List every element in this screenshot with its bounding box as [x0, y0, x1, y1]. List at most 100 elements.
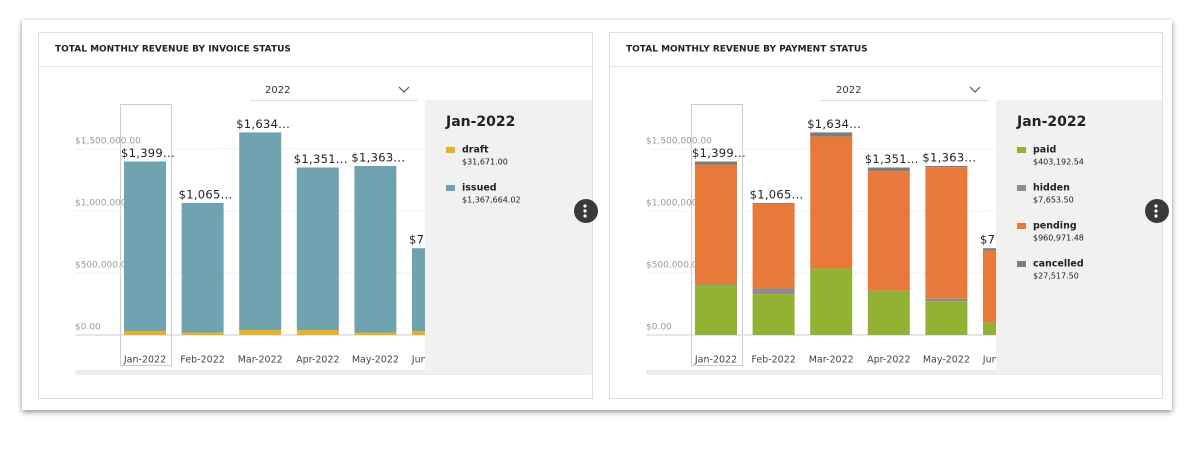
dropdown-box[interactable] — [821, 80, 989, 100]
legend-value: $960,971.48 — [1033, 234, 1084, 243]
total-label: $1,065... — [179, 187, 233, 201]
bar-segment — [925, 165, 968, 168]
bar-segment — [752, 294, 795, 335]
menu-button[interactable] — [574, 199, 598, 223]
tooltip-bg — [996, 100, 1162, 373]
menu-dot — [1154, 209, 1158, 213]
legend-value: $1,367,664.02 — [462, 196, 521, 205]
dropdown-value[interactable]: 2022 — [265, 85, 290, 96]
y-tick-label: $0.00 — [75, 323, 101, 333]
legend-name: draft — [462, 145, 489, 156]
total-label: $1,351... — [865, 152, 919, 166]
menu-dot — [583, 214, 587, 218]
legend-swatch — [1017, 223, 1026, 229]
menu-button[interactable] — [1145, 199, 1169, 223]
bar-segment — [239, 132, 282, 331]
bar-segment — [695, 161, 737, 165]
y-tick-label: $0.00 — [646, 323, 672, 333]
x-tick-label: Apr-2022 — [296, 355, 339, 366]
menu-dot — [1154, 214, 1158, 218]
bar-segment — [695, 284, 737, 286]
x-tick-label: Apr-2022 — [867, 355, 910, 366]
total-label: $1,065... — [750, 187, 804, 201]
x-tick-label: Mar-2022 — [809, 355, 854, 366]
bar-segment — [354, 165, 397, 333]
bar-segment — [354, 332, 397, 335]
total-label: $1,399... — [121, 146, 175, 160]
total-label: $1,634... — [807, 117, 861, 131]
tooltip-panel: Jan-2022 draft $31,671.00 issued $1,367,664.… — [425, 100, 592, 373]
legend-swatch — [1017, 147, 1026, 153]
y-tick-label: $500,000.00 — [646, 261, 704, 271]
tooltip-title: Jan-2022 — [1016, 114, 1086, 130]
total-label: $1,363... — [351, 150, 405, 164]
legend-name: pending — [1033, 221, 1077, 232]
legend-swatch — [1017, 261, 1026, 267]
menu-dot — [583, 204, 587, 208]
legend-swatch — [1017, 185, 1026, 191]
y-tick-label: $500,000.00 — [75, 261, 133, 271]
bar-segment — [752, 202, 795, 204]
bar-segment — [124, 331, 166, 335]
year-dropdown[interactable]: 2022 — [250, 80, 418, 101]
total-label: $1,363... — [922, 150, 976, 164]
bar-segment — [752, 203, 795, 289]
bar-segment — [810, 136, 853, 269]
total-label: $1,634... — [236, 117, 290, 131]
x-tick-label: Feb-2022 — [180, 355, 224, 366]
dropdown-box[interactable] — [250, 80, 418, 100]
bar-segment — [925, 301, 968, 335]
panel-title: TOTAL MONTHLY REVENUE BY INVOICE STATUS — [55, 45, 291, 55]
tooltip-bg — [425, 100, 592, 373]
bar-segment — [181, 202, 224, 333]
bar-segment — [124, 161, 166, 332]
menu-dot — [583, 209, 587, 213]
x-tick-label: Feb-2022 — [751, 355, 795, 366]
y-tick-label: $1,500,000.00 — [646, 137, 712, 147]
legend-name: cancelled — [1033, 259, 1084, 270]
bar-segment — [925, 167, 968, 299]
legend-swatch — [446, 185, 455, 191]
y-tick-label: $1,000,000.00 — [646, 199, 712, 209]
bar-segment — [695, 164, 737, 285]
bar-segment — [867, 167, 910, 172]
tooltip-panel: Jan-2022 paid $403,192.54 hidden $7,653.50 pe… — [996, 100, 1162, 373]
legend-value: $31,671.00 — [462, 158, 508, 167]
legend-name: issued — [462, 183, 497, 194]
legend-name: hidden — [1033, 183, 1070, 194]
dropdown-chevron — [969, 86, 981, 93]
dropdown-value[interactable]: 2022 — [836, 85, 861, 96]
x-tick-label: May-2022 — [923, 355, 970, 366]
tooltip-title: Jan-2022 — [445, 114, 515, 130]
total-label: $1,399... — [692, 146, 746, 160]
legend-swatch — [446, 147, 455, 153]
x-tick-label: May-2022 — [352, 355, 399, 366]
bar-segment — [239, 330, 282, 335]
bar-segment — [925, 298, 968, 302]
menu-dot — [1154, 204, 1158, 208]
legend-value: $27,517.50 — [1033, 272, 1079, 281]
legend-value: $403,192.54 — [1033, 158, 1084, 167]
y-tick-label: $1,500,000.00 — [75, 137, 141, 147]
y-tick-label: $1,000,000.00 — [75, 199, 141, 209]
bar-segment — [810, 132, 853, 137]
hover-highlight — [120, 104, 172, 366]
total-label: $1,351... — [294, 152, 348, 166]
bar-segment — [296, 167, 339, 331]
bar-segment — [296, 330, 339, 335]
hover-highlight — [691, 104, 743, 366]
bar-segment — [181, 332, 224, 335]
bar-segment — [695, 285, 737, 335]
legend-name: paid — [1033, 145, 1056, 156]
legend-value: $7,653.50 — [1033, 196, 1074, 205]
x-tick-label: Mar-2022 — [238, 355, 283, 366]
bar-segment — [810, 268, 853, 335]
bar-segment — [867, 290, 910, 335]
x-tick-label: Jan-2022 — [123, 355, 166, 366]
dropdown-chevron — [398, 86, 410, 93]
panel-title: TOTAL MONTHLY REVENUE BY PAYMENT STATUS — [626, 45, 868, 55]
bar-segment — [867, 171, 910, 291]
year-dropdown[interactable]: 2022 — [821, 80, 989, 101]
x-tick-label: Jan-2022 — [694, 355, 737, 366]
